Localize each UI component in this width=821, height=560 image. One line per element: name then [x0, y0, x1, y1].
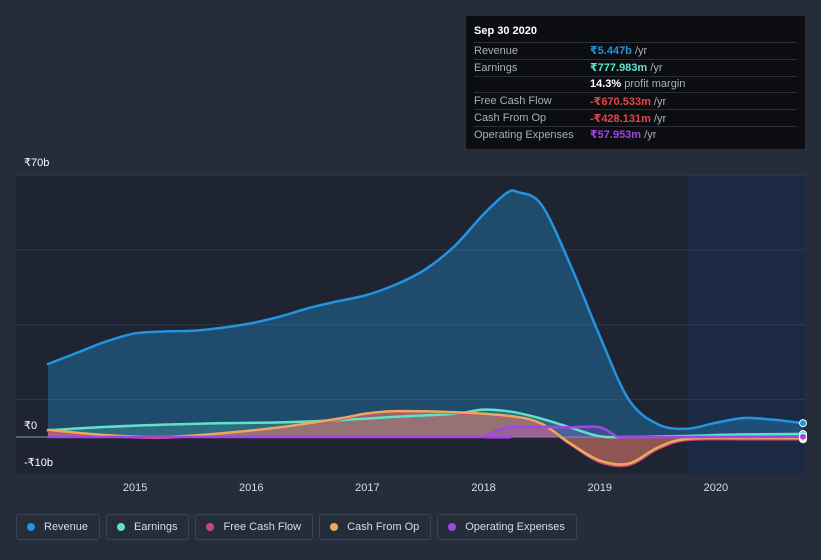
cash-from-op-line — [46, 409, 805, 466]
y-axis: ₹70b ₹0 -₹10b — [24, 157, 53, 469]
tooltip-row-unit: /yr — [650, 112, 667, 125]
tooltip-row-label: Revenue — [474, 44, 519, 57]
tooltip-row-label: Cash From Op — [474, 112, 547, 125]
legend: Revenue Earnings Free Cash Flow Cash From O… — [16, 514, 577, 540]
series-areas — [48, 190, 803, 467]
tooltip-row-label: Operating Expenses — [474, 128, 574, 141]
revenue-line — [46, 189, 805, 431]
tooltip-row: Earnings ₹777.983m /yr — [474, 58, 797, 76]
tooltip-row-value: 14.3% — [590, 78, 622, 91]
tooltip-row: Operating Expenses ₹57.953m /yr — [474, 125, 797, 143]
legend-label: Cash From Op — [347, 521, 420, 533]
operating-expenses-end-marker — [799, 432, 807, 441]
x-tick-label: 2018 — [471, 482, 495, 494]
tooltip-row-label: Free Cash Flow — [474, 95, 552, 108]
legend-dot-icon — [206, 523, 215, 531]
legend-dot-icon — [330, 523, 339, 531]
y-tick-label: ₹0 — [24, 420, 37, 432]
tooltip-row: 14.3% profit margin — [474, 75, 797, 93]
hover-tooltip: Sep 30 2020 Revenue ₹5.447b /yr Earnings ₹7… — [466, 16, 805, 149]
tooltip-row-value: ₹5.447b — [590, 45, 632, 58]
legend-label: Free Cash Flow — [223, 521, 302, 533]
tooltip-row-value: -₹428.131m — [590, 112, 651, 125]
series-end-markers — [799, 419, 807, 444]
tooltip-row: Free Cash Flow -₹670.533m /yr — [474, 92, 797, 109]
chart[interactable]: ₹70b ₹0 -₹10b 2015 2016 2017 2018 2019 2020 — [0, 0, 821, 510]
y-tick-label: ₹70b — [24, 157, 49, 169]
legend-label: Operating Expenses — [465, 521, 565, 533]
revenue-end-marker — [799, 419, 807, 428]
cash-from-op-area — [48, 411, 803, 465]
tooltip-row-value: ₹57.953m — [590, 129, 642, 142]
tooltip-row: Cash From Op -₹428.131m /yr — [474, 109, 797, 126]
earnings-area — [48, 409, 803, 438]
x-tick-label: 2020 — [704, 482, 728, 494]
y-tick-label: -₹10b — [24, 457, 53, 469]
tooltip-row-unit: /yr — [647, 62, 663, 75]
tooltip-row-unit: /yr — [641, 129, 657, 142]
legend-item-operating-expenses[interactable]: Operating Expenses — [437, 514, 577, 540]
tooltip-row-unit: profit margin — [621, 78, 686, 91]
tooltip-row-unit: /yr — [650, 95, 667, 108]
legend-dot-icon — [27, 523, 35, 531]
legend-item-revenue[interactable]: Revenue — [16, 514, 101, 540]
revenue-area — [48, 190, 803, 437]
free-cash-flow-area — [48, 411, 803, 467]
legend-label: Revenue — [44, 521, 89, 533]
tooltip-row-value: -₹670.533m — [590, 95, 651, 108]
legend-dot-icon — [117, 523, 126, 531]
tooltip-row-value: ₹777.983m — [590, 62, 648, 75]
legend-dot-icon — [448, 523, 457, 531]
x-tick-label: 2015 — [123, 482, 147, 494]
legend-item-free-cash-flow[interactable]: Free Cash Flow — [195, 514, 314, 540]
tooltip-row-unit: /yr — [631, 45, 648, 58]
x-tick-label: 2017 — [355, 482, 379, 494]
x-tick-label: 2016 — [239, 482, 263, 494]
tooltip-row-label: Earnings — [474, 61, 518, 74]
legend-item-cash-from-op[interactable]: Cash From Op — [319, 514, 432, 540]
series-lines — [46, 189, 805, 468]
legend-label: Earnings — [134, 521, 178, 533]
operating-expenses-line — [46, 425, 805, 439]
x-tick-label: 2019 — [587, 482, 611, 494]
x-axis: 2015 2016 2017 2018 2019 2020 — [123, 482, 728, 494]
legend-item-earnings[interactable]: Earnings — [106, 514, 190, 540]
tooltip-row: Revenue ₹5.447b /yr — [474, 42, 797, 59]
tooltip-date: Sep 30 2020 — [474, 25, 537, 37]
